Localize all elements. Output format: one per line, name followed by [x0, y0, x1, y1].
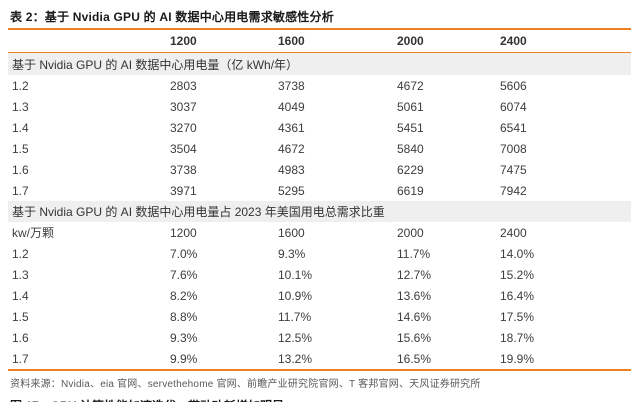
cell: 7.0%: [170, 246, 198, 261]
row-label: 1.2: [12, 246, 29, 261]
table-row: 1.2 7.0% 9.3% 11.7% 14.0%: [8, 243, 631, 264]
section2-header: 基于 Nvidia GPU 的 AI 数据中心用电量占 2023 年美国用电总需…: [8, 201, 631, 222]
bottom-rule: [8, 369, 631, 371]
cell: 13.6%: [397, 288, 432, 303]
column-header-1200: 1200: [170, 34, 197, 48]
cell: 3738: [170, 162, 197, 177]
cell: 5840: [397, 141, 424, 156]
source-note: 资料来源：Nvidia、eia 官网、servethehome 官网、前瞻产业研…: [10, 379, 481, 390]
cell: 4049: [278, 99, 305, 114]
subheader-row: kw/万颗 1200 1600 2000 2400: [8, 222, 631, 243]
row-label: 1.6: [12, 162, 29, 177]
cell: 16.5%: [397, 351, 432, 366]
cell: 6229: [397, 162, 424, 177]
cell: 7.6%: [170, 267, 198, 282]
section1-title: 基于 Nvidia GPU 的 AI 数据中心用电量（亿 kWh/年）: [12, 57, 299, 72]
cell: 5061: [397, 99, 424, 114]
cell: 3971: [170, 183, 197, 198]
cell: 14.0%: [500, 246, 535, 261]
cell: 4672: [278, 141, 305, 156]
table-row: 1.6 9.3% 12.5% 15.6% 18.7%: [8, 327, 631, 348]
cell: 6619: [397, 183, 424, 198]
cell: 7942: [500, 183, 527, 198]
cell: 15.2%: [500, 267, 535, 282]
column-header-1600: 1600: [278, 34, 305, 48]
cell: 6074: [500, 99, 527, 114]
subheader-1600: 1600: [278, 225, 305, 240]
subheader-1200: 1200: [170, 225, 197, 240]
cell: 11.7%: [278, 309, 312, 324]
row-label: 1.3: [12, 99, 29, 114]
table-row: 1.7 9.9% 13.2% 16.5% 19.9%: [8, 348, 631, 369]
cell: 4361: [278, 120, 305, 135]
table-row: 1.4 8.2% 10.9% 13.6% 16.4%: [8, 285, 631, 306]
cell: 9.3%: [278, 246, 306, 261]
row-label: 1.5: [12, 141, 29, 156]
header-rule: [8, 52, 631, 53]
row-label: 1.6: [12, 330, 29, 345]
cell: 3738: [278, 78, 305, 93]
cell: 15.6%: [397, 330, 432, 345]
cell: 3037: [170, 99, 197, 114]
cell: 2803: [170, 78, 197, 93]
section2-title: 基于 Nvidia GPU 的 AI 数据中心用电量占 2023 年美国用电总需…: [12, 205, 385, 219]
cell: 7475: [500, 162, 527, 177]
table-row: 1.3 7.6% 10.1% 12.7% 15.2%: [8, 264, 631, 285]
column-header-row: 1200 1600 2000 2400: [8, 30, 631, 52]
row-label: 1.3: [12, 267, 29, 282]
cell: 3504: [170, 141, 197, 156]
cell: 3270: [170, 120, 197, 135]
table-row: 1.7 3971 5295 6619 7942: [8, 180, 631, 201]
cell: 17.5%: [500, 309, 535, 324]
row-label: 1.4: [12, 120, 29, 135]
cell: 12.7%: [397, 267, 432, 282]
row-label: 1.4: [12, 288, 29, 303]
cell: 6541: [500, 120, 527, 135]
cell: 13.2%: [278, 351, 313, 366]
table-row: 1.3 3037 4049 5061 6074: [8, 96, 631, 117]
unit-label: kw/万颗: [12, 226, 55, 240]
cell: 4983: [278, 162, 305, 177]
table-row: 1.6 3738 4983 6229 7475: [8, 159, 631, 180]
table-row: 1.5 3504 4672 5840 7008: [8, 138, 631, 159]
table-row: 1.4 3270 4361 5451 6541: [8, 117, 631, 138]
cell: 5451: [397, 120, 424, 135]
cell: 5295: [278, 183, 305, 198]
column-header-2000: 2000: [397, 34, 424, 48]
top-rule: [8, 28, 631, 30]
row-label: 1.7: [12, 351, 29, 366]
section1-header: 基于 Nvidia GPU 的 AI 数据中心用电量（亿 kWh/年）: [8, 53, 631, 75]
cell: 12.5%: [278, 330, 313, 345]
cell: 8.2%: [170, 288, 198, 303]
row-label: 1.7: [12, 183, 29, 198]
subheader-2400: 2400: [500, 225, 527, 240]
cell: 9.9%: [170, 351, 198, 366]
table-row: 1.2 2803 3738 4672 5606: [8, 75, 631, 96]
cell: 9.3%: [170, 330, 198, 345]
cell: 4672: [397, 78, 424, 93]
cell: 11.7%: [397, 246, 431, 261]
cell: 7008: [500, 141, 527, 156]
cell: 10.1%: [278, 267, 313, 282]
cell: 5606: [500, 78, 527, 93]
cell: 19.9%: [500, 351, 535, 366]
cell: 8.8%: [170, 309, 198, 324]
subheader-2000: 2000: [397, 225, 424, 240]
cell: 10.9%: [278, 288, 313, 303]
column-header-2400: 2400: [500, 34, 527, 48]
row-label: 1.2: [12, 78, 29, 93]
next-figure-caption: 图 17：GPU 计算性能加速迭代，带动功耗增加明显: [8, 397, 631, 402]
cell: 16.4%: [500, 288, 535, 303]
row-label: 1.5: [12, 309, 29, 324]
table-title: 表 2：基于 Nvidia GPU 的 AI 数据中心用电需求敏感性分析: [10, 10, 334, 24]
cell: 14.6%: [397, 309, 432, 324]
cell: 18.7%: [500, 330, 535, 345]
table-row: 1.5 8.8% 11.7% 14.6% 17.5%: [8, 306, 631, 327]
